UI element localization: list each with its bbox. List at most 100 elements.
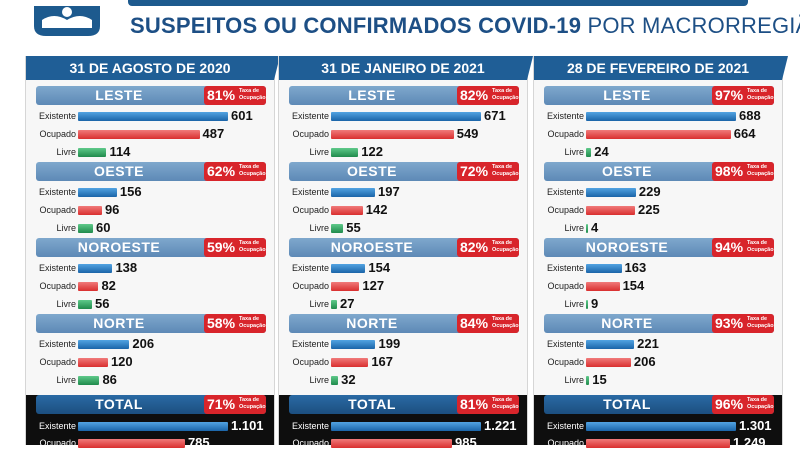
panel-2-total-existente-bar: [331, 422, 481, 431]
panel-1-oeste-livre-label: Livre: [56, 223, 76, 233]
panel-1-oeste-existente-bar: [78, 188, 117, 197]
panel-1-oeste-existente-value: 156: [119, 184, 142, 199]
panel-3-noroeste-header: NOROESTE 94% Taxa de Ocupação: [544, 238, 774, 257]
panel-1-norte-name: NORTE: [93, 315, 145, 331]
panel-1-oeste-livre-bar: [78, 224, 93, 233]
panel-3-date: 28 DE FEVEREIRO DE 2021: [534, 56, 788, 80]
panel-2-total-occupancy-badge: 81% Taxa de Ocupação: [457, 395, 519, 414]
panel-2-leste-livre-bar: [331, 148, 359, 157]
panel-1-leste-livre-value: 114: [109, 144, 131, 159]
panel-1-leste-name: LESTE: [95, 87, 143, 103]
panel-3-total-ocupado-bar: [586, 439, 730, 448]
panel-3-norte-ocupado-bar: [586, 358, 631, 367]
panel-2-oeste-livre-label: Livre: [309, 223, 329, 233]
panel-3-oeste-existente-bar: [586, 188, 636, 197]
panel-3-oeste-occupancy-badge: 98% Taxa de Ocupação: [712, 162, 774, 181]
panel-2-norte-livre-label: Livre: [309, 375, 329, 385]
panel-1-oeste-occupancy-value: 62%: [207, 163, 236, 179]
panel-2-noroeste-livre-bar: [331, 300, 338, 309]
panel-3-leste-block: LESTE 97% Taxa de Ocupação Existente 688 Ocup…: [534, 86, 782, 162]
panel-1-total-name: TOTAL: [95, 396, 143, 412]
page-title: SUSPEITOS OU CONFIRMADOS COVID-19 POR MA…: [130, 11, 800, 41]
panel-3-norte-existente-value: 221: [637, 336, 659, 351]
panel-1-total-occupancy-label: Taxa de Ocupação: [239, 397, 266, 410]
panel-2-norte-name: NORTE: [346, 315, 398, 331]
panel-1-noroeste-livre-bar: [78, 300, 92, 309]
panel-3-noroeste-existente-value: 163: [624, 260, 647, 275]
panel-1-noroeste-existente-value: 138: [115, 260, 138, 275]
panel-3-noroeste-ocupado-value: 154: [622, 278, 645, 293]
panel-1-norte-ocupado-value: 120: [110, 354, 133, 369]
panel-3-oeste-ocupado-label: Ocupado: [547, 205, 584, 215]
panel-3-leste-occupancy-label: Taxa de Ocupação: [747, 88, 774, 101]
panel-3-noroeste-occupancy-label: Taxa de Ocupação: [747, 240, 774, 253]
panel-3-noroeste-block: NOROESTE 94% Taxa de Ocupação Existente 163 O…: [534, 238, 782, 314]
panel-1-oeste-name: OESTE: [94, 163, 144, 179]
panel-1-leste-header: LESTE 81% Taxa de Ocupação: [36, 86, 266, 105]
panel-2-noroeste-occupancy-label: Taxa de Ocupação: [492, 240, 519, 253]
panel-1-date: 31 DE AGOSTO DE 2020: [26, 56, 280, 80]
panel-3-leste-occupancy-value: 97%: [715, 87, 744, 103]
panel-2-noroeste-ocupado-bar: [331, 282, 360, 291]
panel-3-oeste-existente-label: Existente: [546, 187, 584, 197]
panel-2-total-ocupado-label: Ocupado: [292, 438, 329, 448]
panel-3-leste-occupancy-badge: 97% Taxa de Ocupação: [712, 86, 774, 105]
panel-1-oeste-header: OESTE 62% Taxa de Ocupação: [36, 162, 266, 181]
panel-1-total-occupancy-value: 71%: [207, 396, 236, 412]
panel-2-total-header: TOTAL 81% Taxa de Ocupação: [289, 395, 519, 414]
panel-3-oeste-livre-value: 4: [591, 220, 599, 235]
panel-2-oeste-name: OESTE: [347, 163, 397, 179]
panel-3-total-existente-label: Existente: [546, 421, 584, 431]
panel-2-norte-existente-value: 199: [378, 336, 401, 351]
panel-2-noroeste-block: NOROESTE 82% Taxa de Ocupação Existente 154 O…: [279, 238, 527, 314]
panel-2-norte-ocupado-label: Ocupado: [292, 357, 329, 367]
panel-2-leste-existente-value: 671: [484, 108, 506, 123]
panel-2-noroeste-occupancy-badge: 82% Taxa de Ocupação: [457, 238, 519, 257]
panel-2-norte-occupancy-value: 84%: [460, 315, 489, 331]
panel-2-oeste-block: OESTE 72% Taxa de Ocupação Existente 197 Ocup…: [279, 162, 527, 238]
panel-3-noroeste-occupancy-value: 94%: [715, 239, 744, 255]
panel-2-norte-livre-value: 32: [341, 372, 356, 387]
panel-2-total-occupancy-label: Taxa de Ocupação: [492, 397, 519, 410]
panel-3-norte-livre-bar: [586, 376, 590, 385]
panel-2-leste-name: LESTE: [348, 87, 396, 103]
panel-2-noroeste-existente-value: 154: [368, 260, 391, 275]
panel-3-noroeste-livre-label: Livre: [564, 299, 584, 309]
panel-1-oeste-ocupado-bar: [78, 206, 102, 215]
panel-3-total-occupancy-value: 96%: [715, 396, 744, 412]
panel-2-oeste-ocupado-bar: [331, 206, 363, 215]
panel-1-noroeste-ocupado-bar: [78, 282, 99, 291]
panel-3-oeste-occupancy-value: 98%: [715, 163, 744, 179]
panel-3-noroeste-livre-value: 9: [591, 296, 599, 311]
panel-2-leste-ocupado-value: 549: [456, 126, 479, 141]
panel-1-leste-ocupado-bar: [78, 130, 200, 139]
panel-3-noroeste-occupancy-badge: 94% Taxa de Ocupação: [712, 238, 774, 257]
panel-2-oeste-livre-value: 55: [346, 220, 361, 235]
panel-1-norte-occupancy-label: Taxa de Ocupação: [239, 316, 266, 329]
panel-3-total-header: TOTAL 96% Taxa de Ocupação: [544, 395, 774, 414]
panel-1-noroeste-livre-value: 56: [94, 296, 110, 311]
panel-2-total-block: TOTAL 81% Taxa de Ocupação Existente 1.221 Oc…: [279, 395, 527, 450]
panel-2-oeste-occupancy-badge: 72% Taxa de Ocupação: [457, 162, 519, 181]
panel-2-norte-ocupado-bar: [331, 358, 369, 367]
panel-2-noroeste-header: NOROESTE 82% Taxa de Ocupação: [289, 238, 519, 257]
panel-2-total-existente-label: Existente: [291, 421, 329, 431]
panel-3-norte-existente-bar: [586, 340, 635, 349]
panel-1-noroeste-existente-bar: [78, 264, 113, 273]
panel-2-norte-existente-label: Existente: [291, 339, 329, 349]
panel-3-total-name: TOTAL: [603, 396, 651, 412]
panel-2-oeste-occupancy-value: 72%: [460, 163, 489, 179]
panel-2-oeste-existente-bar: [331, 188, 376, 197]
panel-3-leste-livre-bar: [586, 148, 592, 157]
panel-2-norte-ocupado-value: 167: [371, 354, 394, 369]
panel-1-norte-livre-bar: [78, 376, 100, 385]
panel-3-total-ocupado-label: Ocupado: [547, 438, 584, 448]
panel-1-leste-livre-label: Livre: [56, 147, 76, 157]
panel-2-noroeste-livre-value: 27: [340, 296, 355, 311]
panel-1-norte-existente-value: 206: [132, 336, 155, 351]
panel-1-total-ocupado-bar: [78, 439, 185, 448]
panel-2-oeste-header: OESTE 72% Taxa de Ocupação: [289, 162, 519, 181]
panel-2-leste-header: LESTE 82% Taxa de Ocupação: [289, 86, 519, 105]
panel-1-leste-existente-label: Existente: [38, 111, 76, 121]
panel-1-noroeste-header: NOROESTE 59% Taxa de Ocupação: [36, 238, 266, 257]
